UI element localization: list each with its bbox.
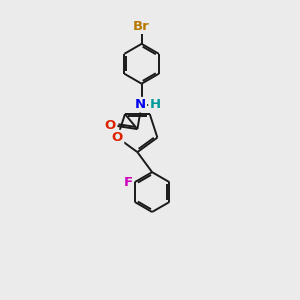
Text: H: H <box>149 98 161 111</box>
Text: Br: Br <box>133 20 150 33</box>
Text: O: O <box>105 119 116 132</box>
Text: O: O <box>112 131 123 144</box>
Text: F: F <box>124 176 133 189</box>
Text: N: N <box>134 98 146 111</box>
